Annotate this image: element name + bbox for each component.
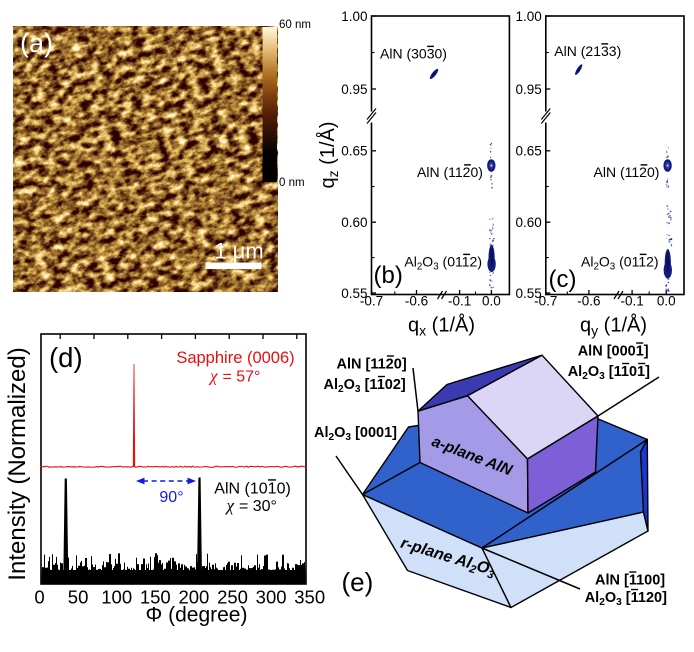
svg-text:-0.1: -0.1 (448, 294, 471, 309)
svg-text:AlN (2133): AlN (2133) (554, 43, 621, 59)
svg-text:qy (1/Å): qy (1/Å) (580, 314, 647, 339)
svg-text:qx (1/Å): qx (1/Å) (408, 314, 475, 339)
svg-text:(b): (b) (374, 262, 403, 289)
svg-text:0.95: 0.95 (516, 82, 542, 97)
svg-text:= 57°: = 57° (218, 369, 260, 386)
svg-text:Al2O3 [0001]: Al2O3 [0001] (314, 425, 397, 443)
svg-text:(a): (a) (20, 28, 53, 58)
svg-text:1 μm: 1 μm (214, 239, 263, 264)
svg-text:Sapphire (0006): Sapphire (0006) (176, 349, 294, 367)
svg-text:0.60: 0.60 (341, 215, 367, 230)
svg-text:0.65: 0.65 (516, 144, 542, 159)
svg-text:Φ (degree): Φ (degree) (146, 604, 248, 627)
svg-text:0: 0 (34, 587, 44, 608)
svg-text:Al2O3 [1120]: Al2O3 [1120] (585, 590, 667, 608)
svg-text:Intensity (Normalized): Intensity (Normalized) (4, 347, 31, 580)
svg-text:Al2O3 [1101]: Al2O3 [1101] (568, 364, 650, 382)
svg-text:qz (1/Å): qz (1/Å) (316, 121, 341, 188)
svg-text:AlN (3030): AlN (3030) (380, 46, 447, 62)
svg-text:200: 200 (178, 587, 209, 608)
svg-text:(d): (d) (49, 342, 83, 373)
svg-text:(e): (e) (342, 567, 374, 597)
svg-text:χ: χ (225, 496, 235, 515)
svg-text:0.95: 0.95 (341, 82, 367, 97)
svg-text:-0.6: -0.6 (577, 294, 600, 309)
svg-text:1.00: 1.00 (341, 9, 367, 24)
svg-text:-0.1: -0.1 (620, 294, 643, 309)
svg-text:350: 350 (294, 587, 325, 608)
svg-text:0.0: 0.0 (482, 294, 501, 309)
svg-text:AlN [0001]: AlN [0001] (578, 344, 649, 360)
svg-text:AlN [1120]: AlN [1120] (337, 357, 407, 373)
svg-text:Al2O3 (0112): Al2O3 (0112) (581, 254, 659, 273)
svg-text:0 nm: 0 nm (279, 177, 305, 189)
svg-text:300: 300 (256, 587, 287, 608)
svg-text:-0.7: -0.7 (360, 294, 383, 309)
svg-text:AlN (1120): AlN (1120) (594, 164, 660, 180)
svg-text:-0.6: -0.6 (405, 294, 428, 309)
svg-text:100: 100 (101, 587, 132, 608)
svg-text:60 nm: 60 nm (279, 19, 311, 31)
svg-text:50: 50 (68, 587, 89, 608)
svg-text:χ: χ (208, 367, 218, 386)
svg-text:0.0: 0.0 (657, 294, 676, 309)
svg-text:AlN (1120): AlN (1120) (417, 164, 483, 180)
svg-text:AlN [1100]: AlN [1100] (595, 573, 665, 589)
svg-text:150: 150 (140, 587, 171, 608)
svg-text:= 30°: = 30° (235, 498, 277, 515)
svg-text:90°: 90° (159, 489, 183, 506)
svg-text:1.00: 1.00 (516, 9, 542, 24)
svg-text:(c): (c) (549, 266, 577, 293)
svg-text:0.55: 0.55 (341, 286, 367, 301)
svg-text:Al2O3 [1102]: Al2O3 [1102] (324, 377, 406, 395)
svg-text:Al2O3 (0112): Al2O3 (0112) (404, 254, 482, 273)
svg-text:-0.7: -0.7 (534, 294, 557, 309)
svg-text:0.60: 0.60 (516, 215, 542, 230)
svg-text:0.55: 0.55 (516, 286, 542, 301)
svg-text:250: 250 (217, 587, 248, 608)
svg-text:AlN (1010): AlN (1010) (214, 481, 290, 498)
svg-text:0.65: 0.65 (341, 144, 367, 159)
